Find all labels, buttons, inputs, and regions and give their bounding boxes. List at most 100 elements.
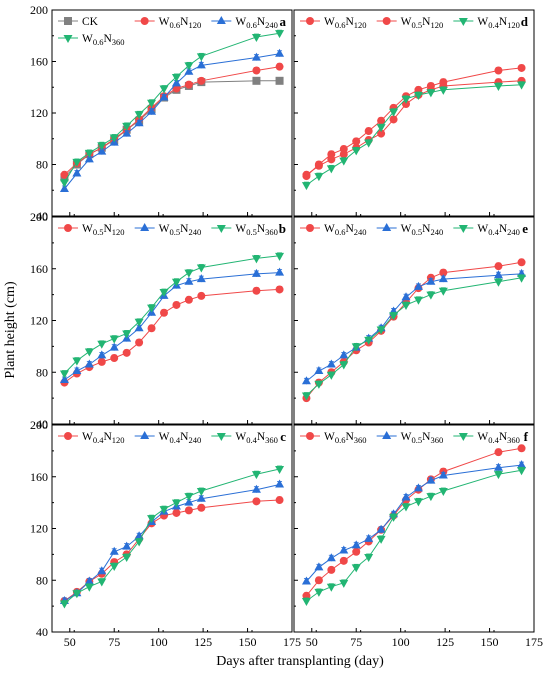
data-point	[97, 566, 107, 575]
data-point	[251, 255, 261, 264]
legend: W0.4N120 W0.4N240 W0.4N360	[58, 431, 278, 445]
legend-marker	[216, 16, 226, 24]
data-point	[327, 155, 336, 164]
data-point	[493, 278, 503, 287]
legend-label: W0.6N240	[235, 16, 278, 30]
data-point	[351, 564, 361, 573]
data-point	[314, 562, 324, 571]
plot-frame	[293, 216, 535, 425]
data-point	[122, 128, 132, 137]
data-point	[426, 89, 436, 98]
data-point	[401, 292, 411, 301]
data-point	[438, 86, 448, 95]
data-point	[172, 84, 181, 93]
data-point	[196, 493, 206, 502]
data-point	[327, 565, 336, 574]
series-W0.6N360	[302, 444, 526, 600]
data-point	[184, 493, 194, 502]
data-point	[122, 330, 132, 339]
legend: W0.5N120 W0.5N240 W0.5N360	[58, 223, 278, 237]
series-line	[64, 499, 280, 602]
data-point	[251, 471, 261, 480]
data-point	[275, 48, 285, 57]
panel-letter: a	[280, 14, 287, 29]
y-tick-label: 160	[30, 55, 48, 69]
data-point	[197, 76, 206, 85]
panel-f: 50 75 100 125 150 175 W0.6N360 W0.5N360 W0.4N360…	[293, 424, 543, 649]
panel-e: W0.6N240 W0.5N240 W0.4N240 e	[293, 216, 535, 425]
data-point	[413, 281, 423, 290]
data-point	[364, 127, 373, 136]
data-point	[147, 106, 157, 115]
data-point	[196, 274, 206, 283]
data-point	[426, 475, 436, 484]
data-point	[72, 357, 82, 366]
legend-label: W0.5N240	[401, 223, 444, 237]
data-point	[251, 268, 261, 277]
data-point	[196, 264, 206, 273]
y-tick-label: 120	[30, 314, 48, 328]
data-point	[401, 301, 411, 310]
data-point	[252, 497, 261, 506]
data-point	[517, 63, 526, 72]
series-line	[306, 469, 522, 602]
data-point	[171, 278, 181, 287]
data-point	[339, 545, 349, 554]
data-point	[251, 484, 261, 493]
x-axis-title: Days after transplanting (day)	[216, 654, 384, 669]
data-point	[326, 371, 336, 380]
data-point	[72, 365, 82, 374]
x-tick-label: 75	[350, 635, 362, 649]
data-point	[438, 470, 448, 479]
series-line	[306, 261, 522, 399]
y-tick-label: 200	[30, 3, 48, 17]
data-point	[401, 95, 411, 104]
legend-label: W0.6N360	[324, 431, 367, 445]
data-point	[147, 324, 156, 333]
data-point	[122, 541, 132, 550]
legend: W0.6N240 W0.5N240 W0.4N240	[300, 223, 520, 237]
data-point	[97, 146, 107, 155]
legend-item: W0.6N360	[300, 431, 367, 445]
data-point	[97, 350, 107, 359]
legend-item: CK	[58, 16, 99, 28]
legend-marker	[216, 225, 226, 233]
y-tick-label: 40	[36, 625, 48, 639]
data-point	[184, 80, 193, 89]
data-point	[389, 115, 398, 124]
data-point	[326, 553, 336, 562]
data-point	[72, 158, 82, 167]
legend-label: W0.4N360	[235, 431, 278, 445]
series-W0.4N120	[301, 81, 527, 191]
series-line	[64, 66, 280, 176]
data-point	[134, 118, 144, 127]
data-point	[517, 460, 527, 469]
data-point	[171, 73, 181, 82]
data-point	[517, 81, 527, 90]
legend-item: W0.4N120	[58, 431, 125, 445]
data-point	[352, 137, 361, 146]
legend-marker	[64, 17, 72, 25]
data-point	[364, 139, 374, 148]
x-tick-label: 175	[283, 635, 301, 649]
data-point	[351, 540, 361, 549]
data-point	[184, 276, 194, 285]
data-point	[134, 323, 144, 332]
y-tick-label: 80	[36, 365, 48, 379]
data-point	[326, 359, 336, 368]
legend-marker	[216, 433, 226, 441]
series-W0.5N120	[60, 285, 284, 387]
data-point	[413, 498, 423, 507]
panel-letter: b	[279, 221, 286, 236]
data-point	[364, 553, 374, 562]
series-line	[306, 80, 522, 176]
panel-letter: f	[524, 429, 529, 444]
data-point	[301, 376, 311, 385]
data-point	[517, 444, 526, 453]
y-tick-label: 40	[36, 209, 48, 223]
data-point	[389, 513, 399, 522]
legend-item: W0.4N360	[211, 431, 278, 445]
data-point	[494, 262, 503, 271]
data-point	[196, 53, 206, 62]
data-point	[251, 52, 261, 61]
